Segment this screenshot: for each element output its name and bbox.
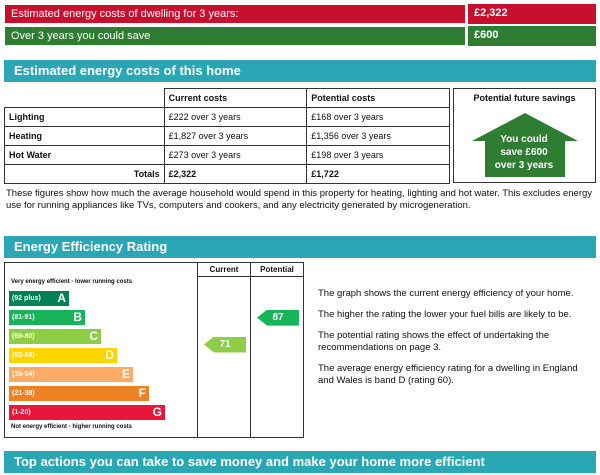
top-scale-caption: Very energy efficient - lower running co…: [11, 279, 133, 285]
band-range: (21-38): [12, 390, 35, 397]
efficiency-paragraph: The higher the rating the lower your fue…: [318, 309, 572, 320]
band-letter: C: [89, 329, 98, 343]
rating-band-g: (1-20) G: [9, 405, 165, 420]
estimated-cost-label: Estimated energy costs of dwelling for 3…: [4, 4, 466, 24]
savings-line-3: over 3 years: [494, 160, 554, 171]
rating-band-c: (69-80) C: [9, 329, 101, 344]
efficiency-section-header: Energy Efficiency Rating: [4, 236, 596, 258]
band-letter: D: [105, 348, 114, 362]
column-divider: [250, 263, 251, 437]
totals-row: Totals £2,322 £1,722: [4, 164, 450, 184]
band-range: (55-68): [12, 352, 35, 359]
band-range: (92 plus): [12, 295, 41, 302]
cell-potential: £198 over 3 years: [306, 145, 450, 165]
costs-explanation: These figures show how much the average …: [6, 188, 593, 211]
band-range: (1-20): [12, 409, 31, 416]
rating-band-b: (81-91) B: [9, 310, 85, 325]
potential-savings-box: Potential future savings You could save …: [453, 88, 596, 183]
table-row: Lighting £222 over 3 years £168 over 3 y…: [4, 107, 450, 127]
totals-label: Totals: [4, 164, 165, 184]
total-potential: £1,722: [306, 164, 450, 184]
efficiency-paragraph: The potential rating shows the effect of…: [318, 330, 550, 353]
house-icon: [472, 113, 578, 177]
costs-table: Current costs Potential costs Lighting £…: [4, 88, 450, 184]
cell-current: £273 over 3 years: [163, 145, 308, 165]
costs-table-header-row: Current costs Potential costs: [4, 88, 450, 108]
band-letter: G: [152, 405, 162, 419]
rating-band-e: (39-54) E: [9, 367, 133, 382]
cell-potential: £1,356 over 3 years: [306, 126, 450, 146]
cell-potential: £168 over 3 years: [306, 107, 450, 127]
savings-line-1: You could: [500, 134, 548, 145]
row-label-hot-water: Hot Water: [4, 145, 165, 165]
row-label-heating: Heating: [4, 126, 165, 146]
table-row: Hot Water £273 over 3 years £198 over 3 …: [4, 145, 450, 165]
band-letter: F: [138, 386, 146, 400]
cell-current: £1,827 over 3 years: [163, 126, 308, 146]
band-letter: B: [73, 310, 82, 324]
rating-band-f: (21-38) F: [9, 386, 149, 401]
rating-band-a: (92 plus) A: [9, 291, 69, 306]
total-current: £2,322: [163, 164, 308, 184]
bottom-scale-caption: Not energy efficient - higher running co…: [11, 424, 133, 430]
efficiency-paragraph: The average energy efficiency rating for…: [318, 363, 578, 386]
header-potential-costs: Potential costs: [306, 88, 450, 108]
could-save-row: Over 3 years you could save £600: [4, 26, 596, 46]
column-divider: [197, 263, 198, 437]
column-header-current: Current: [198, 263, 250, 277]
actions-section-header: Top actions you can take to save money a…: [4, 451, 596, 473]
column-header-potential: Potential: [251, 263, 303, 277]
cell-current: £222 over 3 years: [163, 107, 308, 127]
band-letter: A: [57, 291, 66, 305]
current-rating-arrow: 71: [204, 336, 246, 353]
band-range: (69-80): [12, 333, 35, 340]
potential-rating-arrow: 87: [257, 309, 299, 326]
estimated-cost-value: £2,322: [468, 4, 596, 24]
band-range: (39-54): [12, 371, 35, 378]
header-current-costs: Current costs: [163, 88, 308, 108]
efficiency-explanation: The graph shows the current energy effic…: [318, 288, 592, 396]
estimated-cost-row: Estimated energy costs of dwelling for 3…: [4, 4, 596, 24]
efficiency-rating-graph: Current Potential Very energy efficient …: [4, 262, 304, 438]
header-potential-savings: Potential future savings: [473, 93, 576, 103]
band-range: (81-91): [12, 314, 35, 321]
savings-callout: You could save £600 over 3 years: [474, 133, 574, 172]
could-save-value: £600: [468, 26, 596, 46]
efficiency-paragraph: The graph shows the current energy effic…: [318, 288, 574, 299]
band-letter: E: [121, 367, 130, 381]
savings-line-2: save £600: [500, 147, 548, 158]
row-label-lighting: Lighting: [4, 107, 165, 127]
costs-section-header: Estimated energy costs of this home: [4, 60, 596, 82]
rating-band-d: (55-68) D: [9, 348, 117, 363]
could-save-label: Over 3 years you could save: [4, 26, 466, 46]
table-row: Heating £1,827 over 3 years £1,356 over …: [4, 126, 450, 146]
